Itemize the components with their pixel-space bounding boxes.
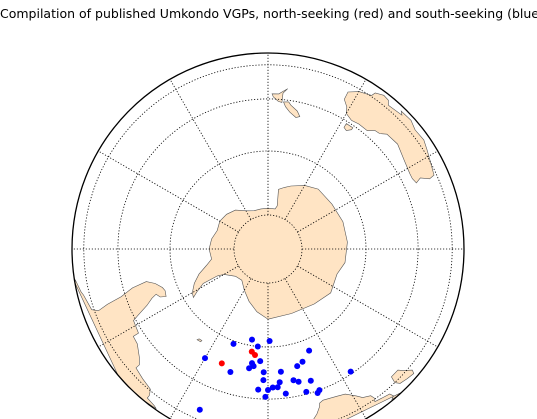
- vgp-point-south-seeking: [250, 363, 257, 370]
- vgp-point-south-seeking: [290, 377, 297, 384]
- vgp-point-south-seeking: [260, 369, 267, 376]
- vgp-point-north-seeking: [248, 348, 255, 355]
- land-south-georgia: [196, 338, 203, 343]
- vgp-point-south-seeking: [266, 338, 273, 344]
- vgp-point-south-seeking: [282, 390, 289, 397]
- parallel-line: [117, 98, 419, 400]
- vgp-point-south-seeking: [227, 369, 234, 375]
- vgp-point-south-seeking: [202, 355, 208, 362]
- map-title: Compilation of published Umkondo VGPs, n…: [0, 6, 537, 21]
- vgp-point-south-seeking: [254, 343, 261, 350]
- vgp-point-north-seeking: [218, 360, 225, 367]
- land-antarctica: [191, 185, 348, 320]
- vgp-point-south-seeking: [269, 384, 276, 391]
- vgp-point-south-seeking: [277, 368, 284, 375]
- vgp-point-south-seeking: [257, 358, 264, 365]
- land-africa: [298, 392, 402, 419]
- vgp-point-south-seeking: [299, 358, 306, 365]
- vgp-point-south-seeking: [295, 378, 302, 385]
- vgp-point-south-seeking: [260, 377, 267, 384]
- vgp-point-south-seeking: [246, 365, 253, 372]
- vgp-point-south-seeking: [230, 340, 237, 347]
- vgp-point-south-seeking: [255, 386, 262, 393]
- vgp-point-south-seeking: [347, 368, 354, 375]
- land-south-america: [74, 279, 167, 409]
- vgp-point-south-seeking: [307, 377, 314, 384]
- vgp-point-south-seeking: [249, 336, 255, 343]
- vgp-point-south-seeking: [294, 363, 301, 370]
- vgp-point-south-seeking: [276, 379, 283, 386]
- land-australia: [343, 91, 435, 184]
- land-layer: [74, 88, 435, 419]
- land-tasmania: [343, 123, 354, 131]
- vgp-point-south-seeking: [306, 347, 313, 354]
- land-new-zealand-south: [283, 101, 301, 118]
- vgp-point-south-seeking: [274, 384, 281, 391]
- vgp-point-south-seeking: [262, 393, 269, 400]
- vgp-point-south-seeking: [265, 387, 271, 393]
- land-madagascar: [391, 369, 415, 384]
- vgp-points: [196, 336, 354, 413]
- vgp-point-south-seeking: [196, 406, 203, 413]
- globe-rim: [71, 52, 465, 419]
- vgp-point-south-seeking: [303, 388, 310, 395]
- graticule: [72, 53, 464, 419]
- vgp-point-south-seeking: [314, 390, 321, 396]
